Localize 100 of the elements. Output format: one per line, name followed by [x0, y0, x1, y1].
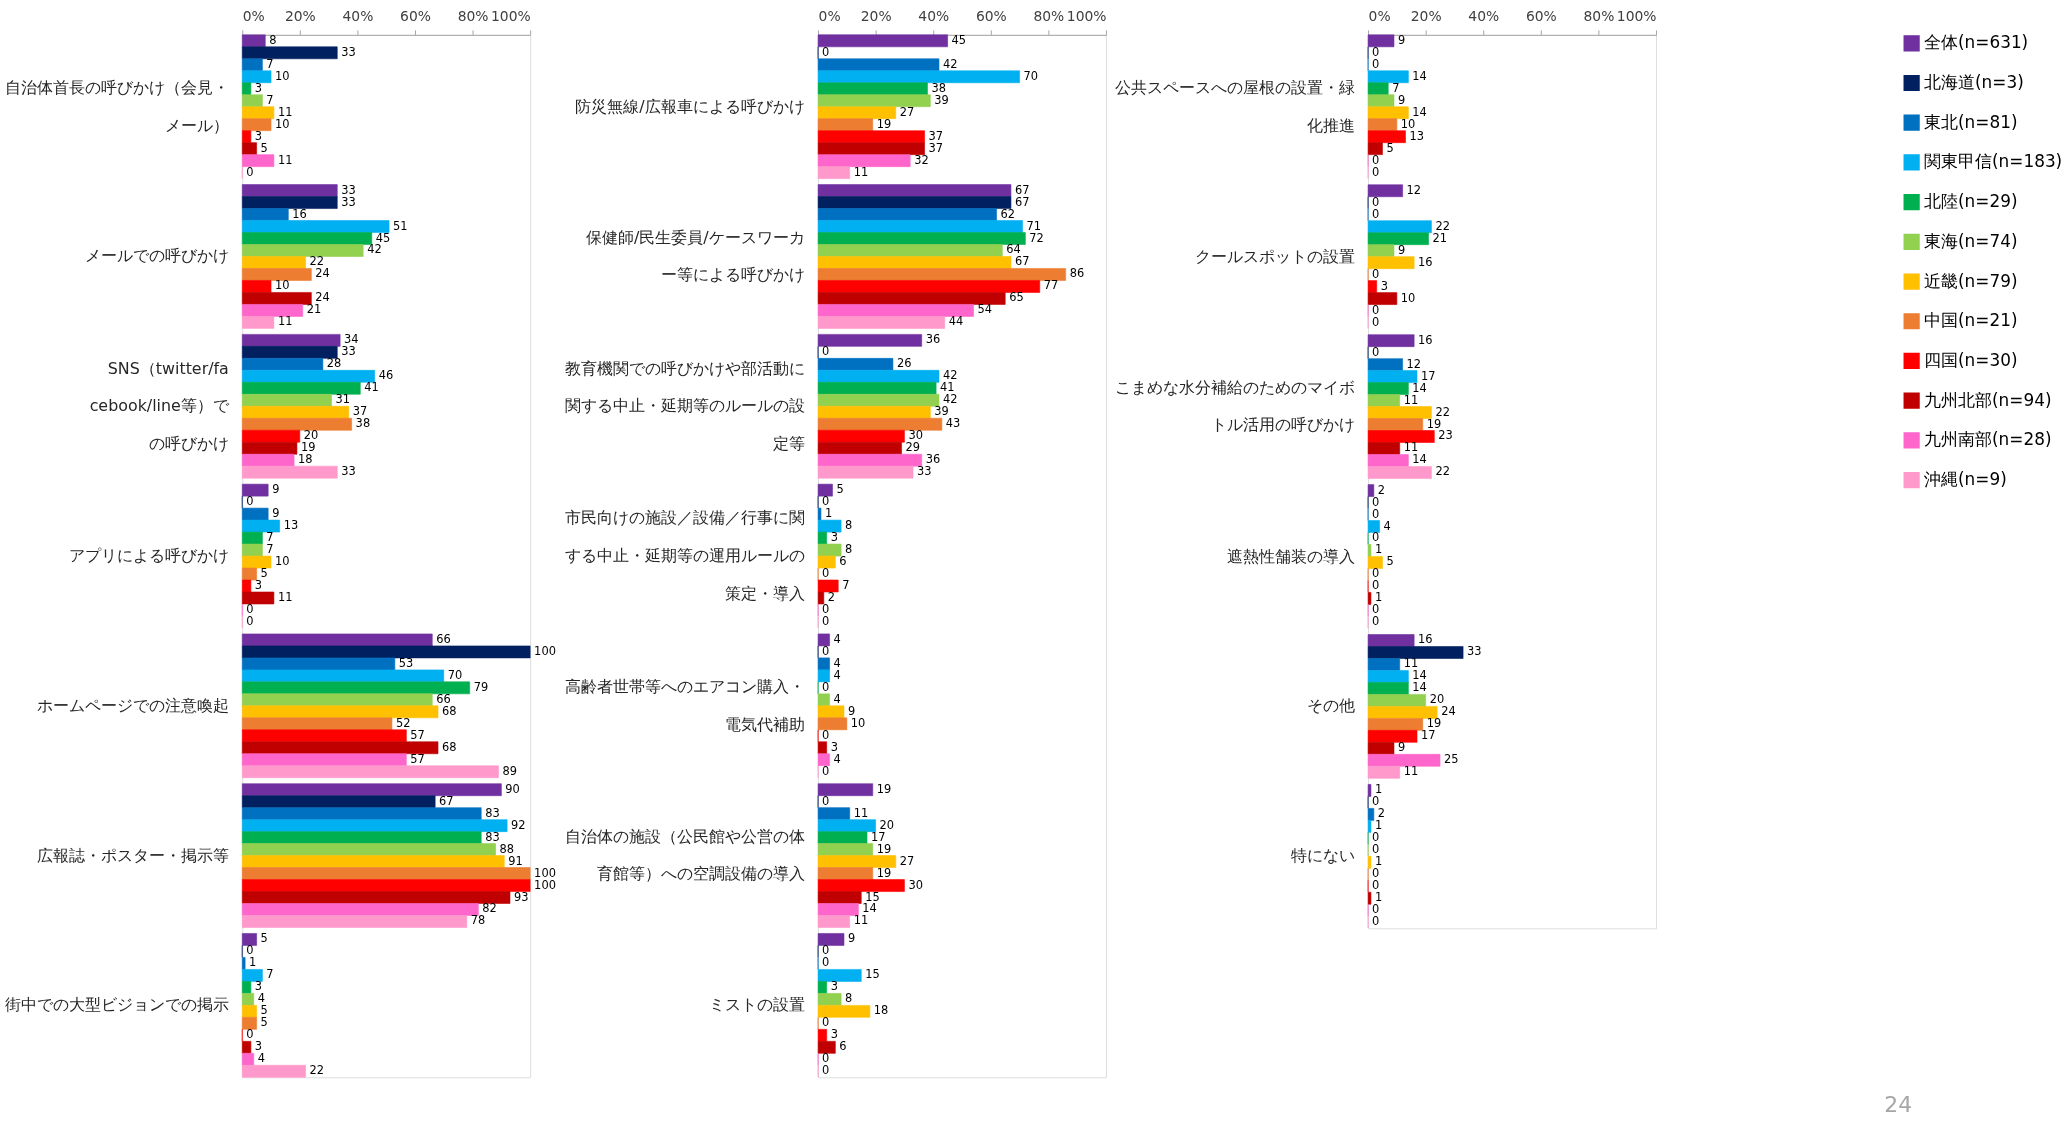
- data-label: 3: [254, 1039, 263, 1054]
- data-label: 0: [1372, 164, 1380, 179]
- data-label: 42: [367, 242, 382, 257]
- x-tick-label: 100%: [1066, 8, 1107, 25]
- data-label: 41: [364, 380, 379, 395]
- x-tick-label: 20%: [860, 8, 892, 25]
- data-label: 22: [309, 1063, 325, 1078]
- data-label: 1: [249, 955, 257, 970]
- data-label: 10: [275, 554, 290, 569]
- data-label: 0: [1372, 314, 1380, 329]
- data-label: 29: [905, 440, 921, 455]
- data-label: 0: [246, 943, 254, 958]
- data-label: 66: [436, 691, 451, 706]
- data-label: 39: [934, 92, 949, 107]
- data-label: 10: [1400, 290, 1416, 305]
- data-label: 11: [277, 104, 293, 119]
- data-label: 27: [899, 853, 915, 868]
- data-label: 13: [1409, 128, 1424, 143]
- data-label: 5: [260, 1003, 268, 1018]
- data-label: 0: [1372, 842, 1380, 857]
- data-label: 77: [1043, 278, 1059, 293]
- data-label: 7: [1392, 80, 1400, 95]
- data-label: 5: [260, 1015, 268, 1030]
- y-tick-label: 公共スペースへの屋根の設置・緑化推進: [1114, 77, 1355, 135]
- data-label: 91: [508, 853, 523, 868]
- legend-label: 東海(n=74): [1924, 230, 2018, 251]
- data-label: 0: [822, 566, 830, 580]
- x-tick-label: 80%: [1583, 8, 1615, 25]
- data-label: 36: [925, 332, 941, 347]
- data-label: 8: [845, 991, 853, 1006]
- data-label: 19: [876, 865, 892, 880]
- data-label: 7: [266, 56, 274, 71]
- data-label: 0: [822, 1063, 830, 1078]
- data-label: 3: [830, 979, 838, 994]
- data-label: 37: [352, 404, 368, 419]
- data-label: 33: [1467, 644, 1482, 659]
- data-label: 3: [254, 577, 263, 592]
- data-label: 17: [870, 829, 886, 844]
- data-label: 83: [485, 805, 500, 820]
- data-label: 4: [257, 991, 265, 1006]
- x-tick-label: 0%: [1368, 8, 1391, 25]
- data-label: 92: [511, 817, 526, 832]
- data-label: 1: [1374, 590, 1383, 605]
- data-label: 3: [1380, 278, 1388, 293]
- legend-label: 東北(n=81): [1924, 111, 2018, 132]
- data-label: 43: [945, 416, 961, 431]
- y-tick-label: その他: [1306, 696, 1355, 716]
- data-label: 11: [853, 164, 869, 179]
- y-tick-label: 街中での大型ビジョンでの掲示: [4, 995, 229, 1015]
- y-tick-label: 教育機関での呼びかけや部活動に関する中止・延期等のルールの設定等: [564, 358, 805, 453]
- y-tick-label: 特にない: [1290, 846, 1355, 866]
- legend-label: 関東甲信(n=183): [1924, 151, 2063, 172]
- data-label: 67: [1014, 254, 1030, 269]
- data-label: 5: [260, 140, 268, 155]
- data-label: 46: [378, 368, 394, 383]
- legend-label: 北海道(n=3): [1924, 71, 2024, 92]
- data-label: 44: [948, 314, 964, 329]
- data-label: 0: [1372, 878, 1380, 893]
- y-tick-label: ホームページでの注意喚起: [36, 695, 229, 715]
- data-label: 0: [822, 44, 830, 59]
- data-label: 14: [862, 901, 877, 916]
- data-label: 32: [914, 152, 929, 167]
- x-tick-label: 40%: [1468, 8, 1500, 25]
- data-label: 0: [822, 943, 830, 958]
- data-label: 67: [1014, 182, 1030, 197]
- data-label: 100: [534, 865, 556, 880]
- data-label: 0: [1372, 56, 1380, 71]
- data-label: 6: [839, 554, 847, 569]
- data-label: 18: [873, 1003, 889, 1018]
- data-label: 0: [1372, 344, 1380, 359]
- y-tick-label: アプリによる呼びかけ: [68, 546, 229, 566]
- data-label: 51: [393, 218, 408, 233]
- data-label: 15: [865, 967, 880, 982]
- data-label: 11: [853, 913, 869, 928]
- data-label: 45: [375, 230, 391, 245]
- data-label: 0: [822, 344, 830, 359]
- data-label: 11: [1403, 392, 1419, 407]
- legend-label: 沖縄(n=9): [1924, 469, 2007, 490]
- data-label: 19: [876, 116, 892, 131]
- data-label: 5: [260, 566, 268, 580]
- legend-label: 近畿(n=79): [1924, 270, 2018, 291]
- data-label: 5: [836, 482, 844, 497]
- data-label: 5: [1386, 554, 1394, 569]
- data-label: 18: [298, 452, 313, 467]
- data-label: 0: [1372, 266, 1380, 281]
- data-label: 28: [326, 356, 342, 371]
- data-label: 11: [277, 589, 293, 604]
- text: 24: [1884, 1092, 1913, 1118]
- data-label: 10: [275, 116, 290, 131]
- data-label: 65: [1009, 290, 1024, 305]
- data-label: 1: [1374, 542, 1383, 557]
- data-label: 9: [272, 506, 280, 521]
- x-tick-label: 60%: [975, 8, 1007, 25]
- data-label: 11: [1403, 656, 1419, 671]
- data-label: 0: [1372, 44, 1380, 59]
- data-label: 33: [341, 182, 356, 197]
- data-label: 9: [1397, 740, 1406, 755]
- data-label: 53: [398, 655, 414, 670]
- data-label: 0: [822, 1051, 830, 1066]
- data-label: 9: [272, 482, 280, 497]
